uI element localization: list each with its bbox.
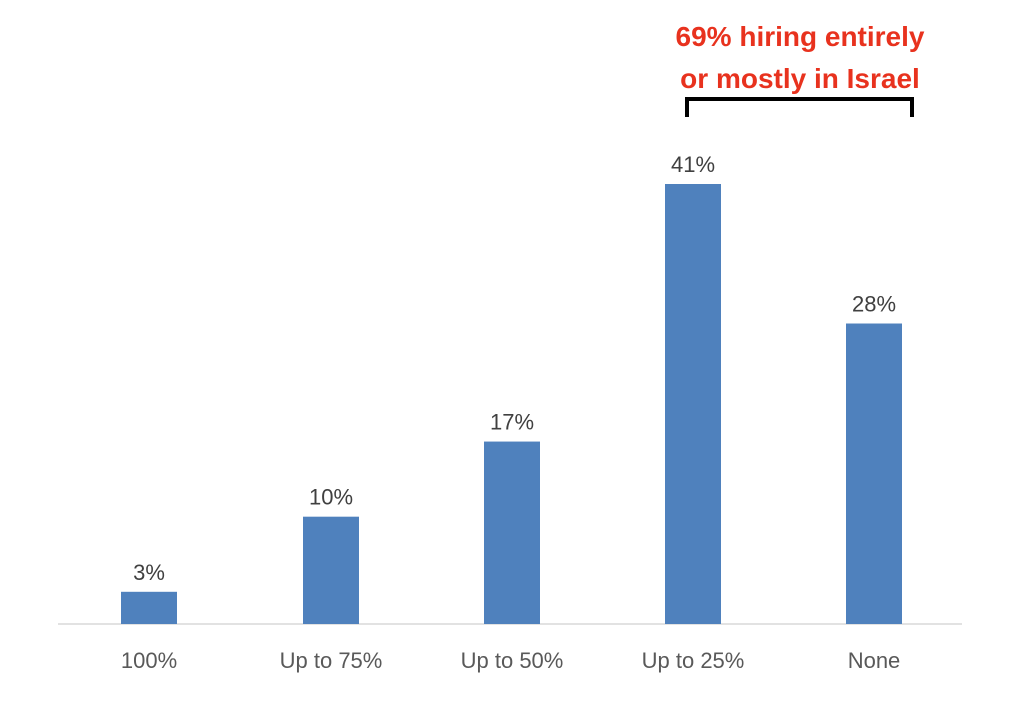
bar-0	[121, 591, 177, 624]
tick-label-0: 100%	[121, 648, 177, 673]
tick-label-3: Up to 25%	[642, 648, 745, 673]
tick-label-1: Up to 75%	[280, 648, 383, 673]
value-labels-group: 3% 10% 17% 41% 28%	[133, 152, 896, 585]
annotation: 69% hiring entirely or mostly in Israel	[676, 21, 925, 117]
bar-4	[846, 323, 902, 624]
value-label-3: 41%	[671, 152, 715, 177]
annotation-line-1: 69% hiring entirely	[676, 21, 925, 52]
bar-2	[484, 441, 540, 624]
value-label-0: 3%	[133, 560, 165, 585]
tick-label-4: None	[848, 648, 901, 673]
bar-3	[665, 184, 721, 624]
bars-group	[121, 184, 902, 624]
tick-label-2: Up to 50%	[461, 648, 564, 673]
value-label-4: 28%	[852, 292, 896, 317]
bar-1	[303, 516, 359, 624]
tick-labels-group: 100% Up to 75% Up to 50% Up to 25% None	[121, 648, 900, 673]
annotation-bracket	[685, 97, 914, 117]
annotation-line-2: or mostly in Israel	[680, 63, 920, 94]
value-label-2: 17%	[490, 410, 534, 435]
value-label-1: 10%	[309, 485, 353, 510]
